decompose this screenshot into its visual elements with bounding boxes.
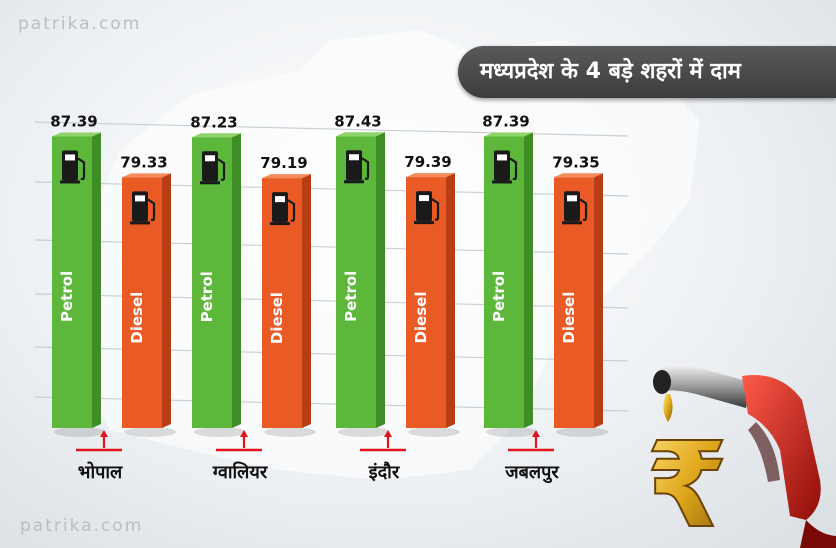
diesel-bar: Diesel 79.33: [120, 153, 176, 437]
petrol-value-label: 87.39: [482, 112, 529, 130]
petrol-bar: Petrol 87.39: [482, 112, 538, 437]
category-label: ग्वालियर: [212, 461, 268, 483]
fuel-pump-icon: [414, 191, 440, 225]
fuel-pump-icon: [562, 191, 588, 225]
bars: Petrol 87.39 Diesel 79.33 Petrol 87.23 Diesel 7…: [50, 112, 608, 437]
watermark-bottom: patrika.com: [20, 516, 144, 536]
chart-title: मध्यप्रदेश के 4 बड़े शहरों में दाम: [458, 46, 836, 98]
fuel-nozzle-rupee-icon: ₹: [645, 364, 836, 548]
diesel-series-label: Diesel: [128, 292, 146, 344]
diesel-series-label: Diesel: [560, 292, 578, 344]
watermark-top: patrika.com: [18, 14, 142, 34]
petrol-bar: Petrol 87.39: [50, 112, 106, 437]
petrol-value-label: 87.39: [50, 112, 97, 130]
fuel-pump-icon: [60, 150, 86, 184]
petrol-series-label: Petrol: [490, 271, 508, 322]
category-marker: [508, 430, 554, 452]
petrol-value-label: 87.23: [190, 113, 237, 131]
diesel-value-label: 79.35: [552, 153, 599, 171]
fuel-pump-icon: [492, 150, 518, 184]
diesel-bar: Diesel 79.19: [260, 154, 316, 437]
category-label: जबलपुर: [504, 462, 559, 484]
svg-text:₹: ₹: [646, 416, 728, 548]
category-marker: [216, 430, 262, 452]
diesel-series-label: Diesel: [412, 292, 430, 344]
category-marker: [76, 430, 122, 452]
diesel-series-label: Diesel: [268, 292, 286, 344]
diesel-value-label: 79.19: [260, 154, 307, 172]
petrol-bar: Petrol 87.43: [334, 112, 390, 437]
category-marker: [360, 430, 406, 452]
grid-line: [34, 121, 629, 137]
diesel-value-label: 79.39: [404, 153, 451, 171]
petrol-series-label: Petrol: [342, 271, 360, 322]
fuel-pump-icon: [270, 192, 296, 226]
category-label: इंदौर: [368, 461, 400, 483]
category-axis: भोपाल ग्वालियर इंदौर जबलपुर: [76, 430, 559, 484]
fuel-pump-icon: [200, 151, 226, 185]
fuel-pump-icon: [130, 191, 156, 225]
category-label: भोपाल: [78, 461, 123, 483]
diesel-bar: Diesel 79.35: [552, 153, 608, 437]
diesel-bar: Diesel 79.39: [404, 153, 460, 437]
petrol-value-label: 87.43: [334, 112, 381, 130]
fuel-pump-icon: [344, 150, 370, 184]
petrol-series-label: Petrol: [198, 271, 216, 322]
petrol-bar: Petrol 87.23: [190, 113, 246, 437]
diesel-value-label: 79.33: [120, 153, 167, 171]
petrol-series-label: Petrol: [58, 271, 76, 322]
